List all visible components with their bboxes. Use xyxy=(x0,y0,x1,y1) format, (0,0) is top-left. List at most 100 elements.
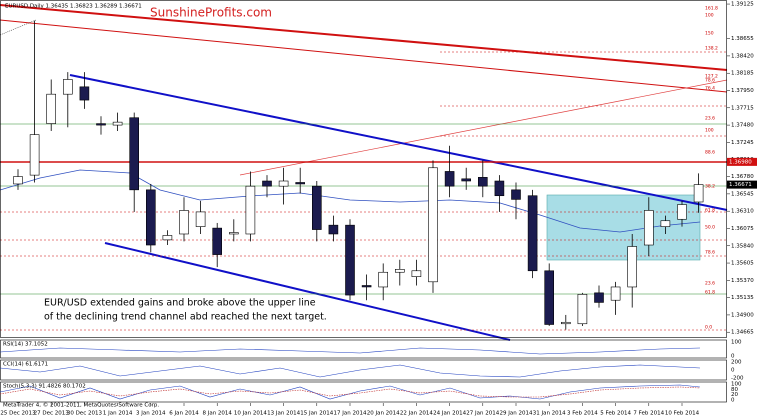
candle-body xyxy=(527,195,538,272)
y-tick-label: 1.34665 xyxy=(731,330,754,336)
x-tick-label: 10 Feb 2014 xyxy=(665,411,700,417)
cci-line xyxy=(0,364,701,378)
level-price-box xyxy=(727,157,757,166)
indicator-scale: 100 xyxy=(731,382,742,388)
candle-body xyxy=(461,178,472,182)
x-tick-label: 6 Jan 2014 xyxy=(169,411,199,417)
candle-body xyxy=(643,210,654,246)
y-tick-label: 1.37950 xyxy=(731,88,754,94)
candle-body xyxy=(79,86,90,101)
resistance-line xyxy=(0,19,728,93)
y-tick-label: 1.35840 xyxy=(731,243,754,249)
y-tick-label: 1.37480 xyxy=(731,123,754,129)
candle-body xyxy=(62,79,73,95)
candle-body xyxy=(444,171,455,187)
x-tick-label: 1 Jan 2014 xyxy=(103,411,133,417)
candle-body xyxy=(544,270,555,325)
fib-label: 100 xyxy=(705,128,714,134)
stoch-main xyxy=(0,384,701,400)
annotation: EUR/USD extended gains and broke above t… xyxy=(44,298,316,309)
y-tick-label: 1.36310 xyxy=(731,209,754,215)
candle-body xyxy=(610,286,621,301)
y-tick-label: 1.38655 xyxy=(731,36,754,42)
footer: MetaTrader 4, © 2001-2011, MetaQuotes So… xyxy=(3,402,159,409)
candle-body xyxy=(494,180,505,197)
plot-frame xyxy=(0,0,727,338)
y-tick-label: 1.36780 xyxy=(731,174,754,180)
fib-label: 61.8 xyxy=(705,290,715,296)
y-tick-label: 1.35605 xyxy=(731,261,754,267)
chart-header: EURUSD,Daily 1.36435 1.36823 1.36289 1.3… xyxy=(5,4,142,10)
x-tick-label: 3 Feb 2014 xyxy=(567,411,598,417)
annotation: of the declining trend channel abd reach… xyxy=(44,312,327,323)
fib-label: 150 xyxy=(705,31,714,37)
x-tick-label: 29 Jan 2014 xyxy=(500,411,533,417)
fib-label: 23.6 xyxy=(705,281,715,287)
candle-body xyxy=(13,176,23,185)
candle-body xyxy=(229,232,239,235)
candle-body xyxy=(295,182,306,185)
x-tick-label: 27 Dec 2013 xyxy=(34,411,70,417)
candle-body xyxy=(477,177,488,187)
fib-label: 88.6 xyxy=(705,150,715,156)
candle-body xyxy=(428,167,438,283)
candle-body xyxy=(245,185,256,235)
candle-body xyxy=(129,117,139,191)
fib-label: 78.6 xyxy=(705,250,715,256)
fib-label: 161.8 xyxy=(705,6,718,12)
rsi-line xyxy=(0,347,701,355)
level-price-label: 1.36980 xyxy=(729,159,752,165)
fib-label: 138.2 xyxy=(705,46,718,52)
candle-body xyxy=(278,180,289,187)
fib-label: 50.0 xyxy=(705,225,715,231)
x-tick-label: 30 Dec 2013 xyxy=(67,411,103,417)
candle-body xyxy=(195,211,206,227)
y-tick-label: 1.34900 xyxy=(731,312,754,318)
fib-label: 78.6 xyxy=(705,78,715,84)
x-tick-label: 7 Feb 2014 xyxy=(633,411,664,417)
candle-body xyxy=(96,123,106,126)
indicator-panels xyxy=(0,339,727,403)
indicator-scale: -200 xyxy=(731,376,744,382)
fib-label: 76.4 xyxy=(705,86,715,92)
candle-body xyxy=(560,321,571,325)
y-tick-label: 1.35135 xyxy=(731,295,754,301)
x-tick-label: 24 Jan 2014 xyxy=(433,411,466,417)
fib-label: 100 xyxy=(705,13,714,19)
current-price-label: 1.36671 xyxy=(729,182,752,188)
y-tick-label: 1.38185 xyxy=(731,71,754,77)
candle-body xyxy=(577,294,588,325)
y-tick-label: 1.37715 xyxy=(731,105,754,111)
candle-body xyxy=(594,292,604,303)
candle-body xyxy=(411,270,422,277)
indicator-scale: 100 xyxy=(731,340,742,346)
indicator-scale: 0 xyxy=(731,368,735,374)
moving-average xyxy=(0,169,701,233)
candle-body xyxy=(162,235,173,241)
x-tick-label: 15 Jan 2014 xyxy=(300,411,333,417)
indicator-label: RSI(14) 37.1052 xyxy=(3,342,48,348)
candle-body xyxy=(693,184,704,203)
fib-line xyxy=(239,79,728,176)
candle-body xyxy=(361,285,372,288)
y-tick-label: 1.36075 xyxy=(731,226,754,232)
x-tick-label: 8 Jan 2014 xyxy=(202,411,232,417)
candle-body xyxy=(328,224,339,235)
y-tick-label: 1.39125 xyxy=(731,2,754,8)
fib-label: 0.0 xyxy=(705,325,712,331)
trend-upper xyxy=(69,74,728,211)
x-tick-label: 20 Jan 2014 xyxy=(367,411,400,417)
x-tick-label: 13 Jan 2014 xyxy=(267,411,300,417)
trend-lower xyxy=(104,242,511,341)
candle-body xyxy=(29,134,40,176)
current-price-box xyxy=(727,180,757,189)
candle-body xyxy=(179,210,189,235)
y-tick-label: 1.38420 xyxy=(731,53,754,59)
fib-label: 61.8 xyxy=(705,208,715,214)
fib-line xyxy=(0,19,37,36)
indicator-scale: 200 xyxy=(731,360,742,366)
indicator-label: CCI(14) 61.6171 xyxy=(3,362,48,368)
indicator-scale: 20 xyxy=(731,392,738,398)
brand: Profits.com xyxy=(205,6,272,20)
